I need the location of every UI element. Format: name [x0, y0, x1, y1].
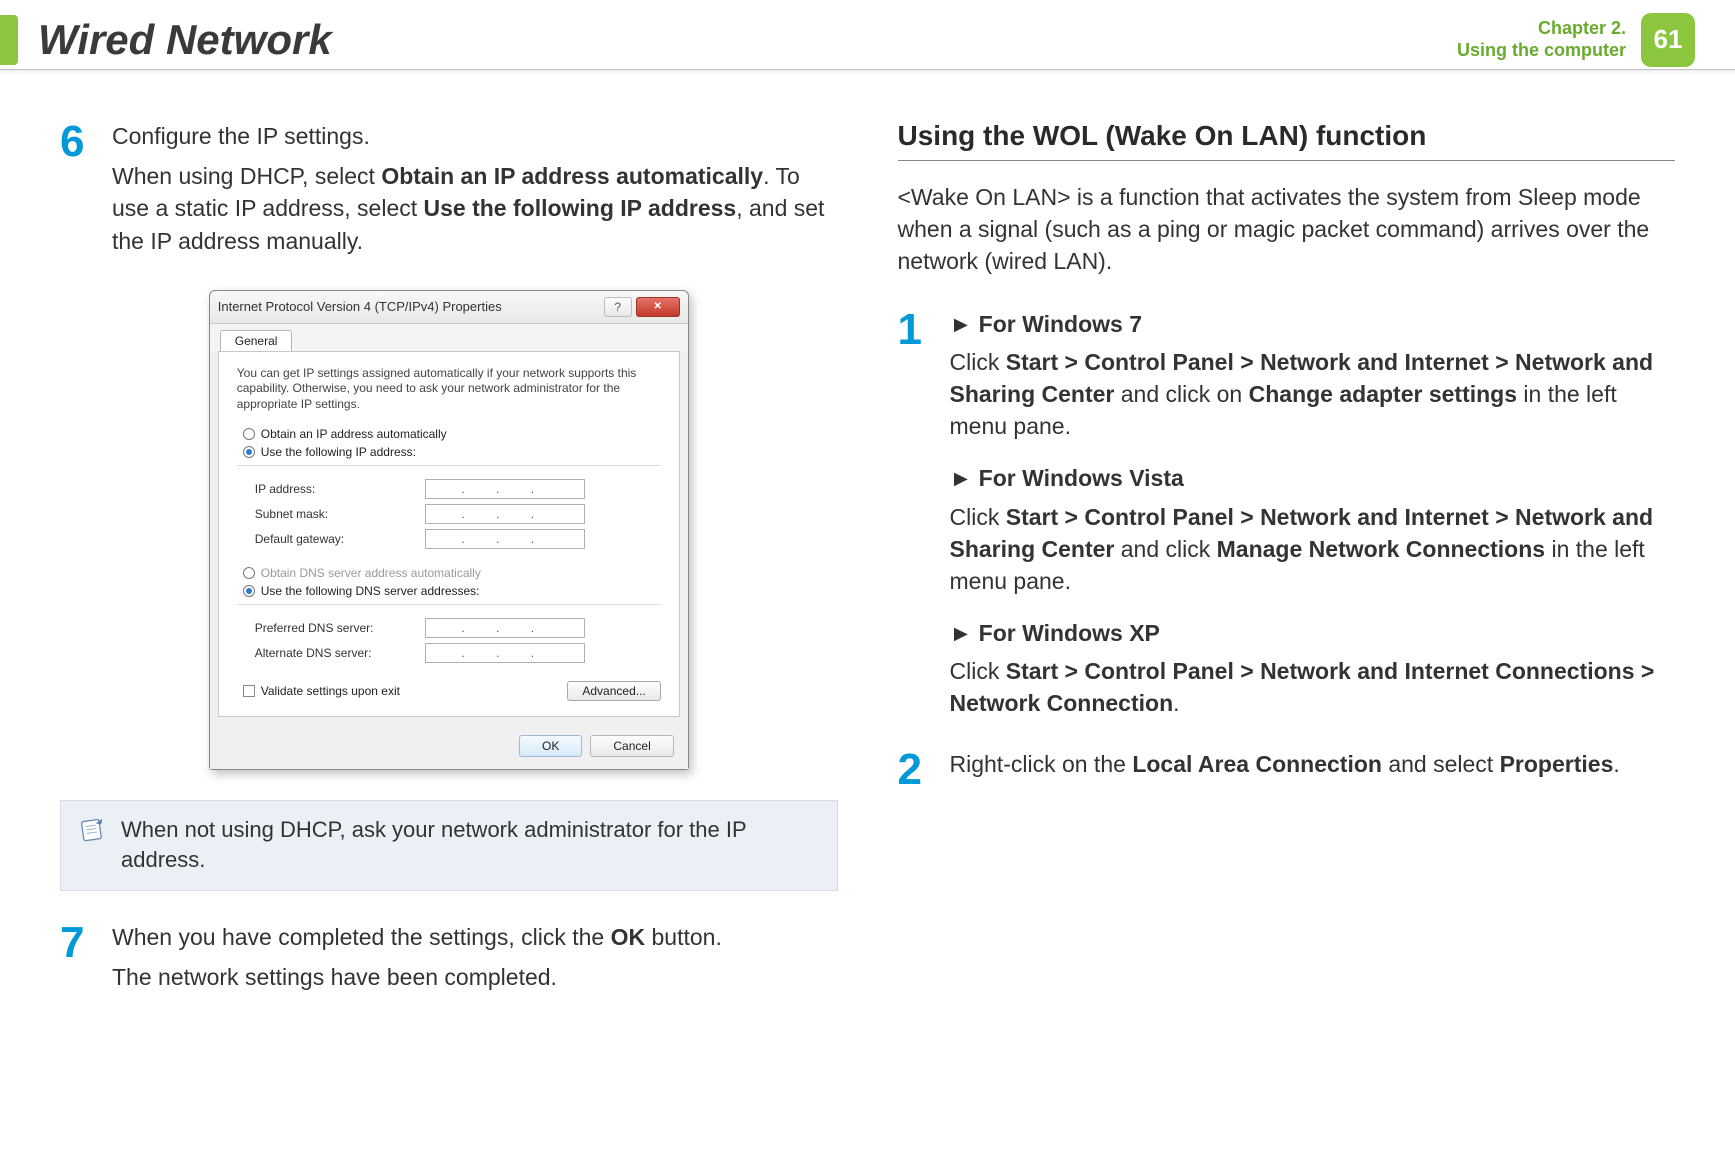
radio-ip-manual[interactable]: Use the following IP address: [243, 445, 661, 459]
ok-button[interactable]: OK [519, 735, 582, 757]
header-accent-tab [0, 15, 18, 65]
chapter-info: Chapter 2. Using the computer [1457, 18, 1626, 61]
field-ip-address: IP address: . . . [255, 479, 661, 499]
dialog-footer: OK Cancel [210, 725, 688, 769]
checkbox-icon [243, 685, 255, 697]
ip-address-input[interactable]: . . . [425, 479, 585, 499]
field-gateway: Default gateway: . . . [255, 529, 661, 549]
left-column: 6 Configure the IP settings. When using … [60, 120, 838, 1022]
step6-line1: Configure the IP settings. [112, 120, 838, 152]
gateway-input[interactable]: . . . [425, 529, 585, 549]
note-box: When not using DHCP, ask your network ad… [60, 800, 838, 892]
advanced-button[interactable]: Advanced... [567, 681, 660, 701]
chapter-line1: Chapter 2. [1457, 18, 1626, 40]
heading-windows-xp: ► For Windows XP [950, 617, 1676, 649]
step-body: Configure the IP settings. When using DH… [112, 120, 838, 265]
dialog-panel: You can get IP settings assigned automat… [218, 351, 680, 717]
right-column: Using the WOL (Wake On LAN) function <Wa… [898, 120, 1676, 1022]
section-heading: Using the WOL (Wake On LAN) function [898, 120, 1676, 161]
cancel-button[interactable]: Cancel [590, 735, 673, 757]
heading-windows7: ► For Windows 7 [950, 308, 1676, 340]
page-title: Wired Network [38, 16, 1457, 64]
note-icon [77, 813, 109, 845]
dialog-tabs: General [210, 324, 688, 351]
radio-icon [243, 428, 255, 440]
step-body: ► For Windows 7 Click Start > Control Pa… [950, 308, 1676, 728]
validate-checkbox[interactable]: Validate settings upon exit [243, 684, 400, 698]
radio-dns-auto: Obtain DNS server address automatically [243, 566, 661, 580]
section-intro: <Wake On LAN> is a function that activat… [898, 181, 1676, 278]
step-7: 7 When you have completed the settings, … [60, 921, 838, 1001]
wol-step-2: 2 Right-click on the Local Area Connecti… [898, 748, 1676, 792]
pref-dns-input[interactable]: . . . [425, 618, 585, 638]
close-button[interactable]: ✕ [636, 297, 680, 317]
note-text: When not using DHCP, ask your network ad… [121, 815, 819, 877]
dialog-title: Internet Protocol Version 4 (TCP/IPv4) P… [218, 299, 604, 314]
subnet-input[interactable]: . . . [425, 504, 585, 524]
field-alt-dns: Alternate DNS server: . . . [255, 643, 661, 663]
dialog-titlebar: Internet Protocol Version 4 (TCP/IPv4) P… [210, 291, 688, 324]
radio-ip-auto[interactable]: Obtain an IP address automatically [243, 427, 661, 441]
step6-line2: When using DHCP, select Obtain an IP add… [112, 160, 838, 257]
header-right: Chapter 2. Using the computer 61 [1457, 13, 1695, 67]
step-body: Right-click on the Local Area Connection… [950, 748, 1676, 792]
radio-icon [243, 585, 255, 597]
ipv4-properties-dialog: Internet Protocol Version 4 (TCP/IPv4) P… [209, 290, 689, 770]
page-header: Wired Network Chapter 2. Using the compu… [0, 0, 1735, 70]
dns-fields: Preferred DNS server: . . . Alternate DN… [237, 604, 661, 670]
step-body: When you have completed the settings, cl… [112, 921, 838, 1001]
step-number: 2 [898, 748, 932, 792]
radio-icon [243, 446, 255, 458]
step-number: 1 [898, 308, 932, 728]
step7-line2: The network settings have been completed… [112, 961, 838, 993]
radio-icon [243, 567, 255, 579]
alt-dns-input[interactable]: . . . [425, 643, 585, 663]
instructions-windows7: Click Start > Control Panel > Network an… [950, 346, 1676, 443]
content: 6 Configure the IP settings. When using … [0, 70, 1735, 1072]
titlebar-buttons: ? ✕ [604, 297, 680, 317]
step-number: 6 [60, 120, 94, 265]
field-subnet: Subnet mask: . . . [255, 504, 661, 524]
instructions-xp: Click Start > Control Panel > Network an… [950, 655, 1676, 719]
wol-step2-text: Right-click on the Local Area Connection… [950, 748, 1676, 780]
radio-dns-manual[interactable]: Use the following DNS server addresses: [243, 584, 661, 598]
chapter-line2: Using the computer [1457, 40, 1626, 62]
tab-general[interactable]: General [220, 330, 293, 351]
page-number-badge: 61 [1641, 13, 1695, 67]
step-number: 7 [60, 921, 94, 1001]
heading-windows-vista: ► For Windows Vista [950, 462, 1676, 494]
step7-line1: When you have completed the settings, cl… [112, 921, 838, 953]
field-pref-dns: Preferred DNS server: . . . [255, 618, 661, 638]
wol-step-1: 1 ► For Windows 7 Click Start > Control … [898, 308, 1676, 728]
step-6: 6 Configure the IP settings. When using … [60, 120, 838, 265]
dialog-screenshot: Internet Protocol Version 4 (TCP/IPv4) P… [60, 290, 838, 770]
instructions-vista: Click Start > Control Panel > Network an… [950, 501, 1676, 598]
dialog-advanced-row: Validate settings upon exit Advanced... [237, 680, 661, 702]
ip-fields: IP address: . . . Subnet mask: . . . Def… [237, 465, 661, 556]
help-button[interactable]: ? [604, 297, 632, 317]
dialog-description: You can get IP settings assigned automat… [237, 366, 661, 413]
